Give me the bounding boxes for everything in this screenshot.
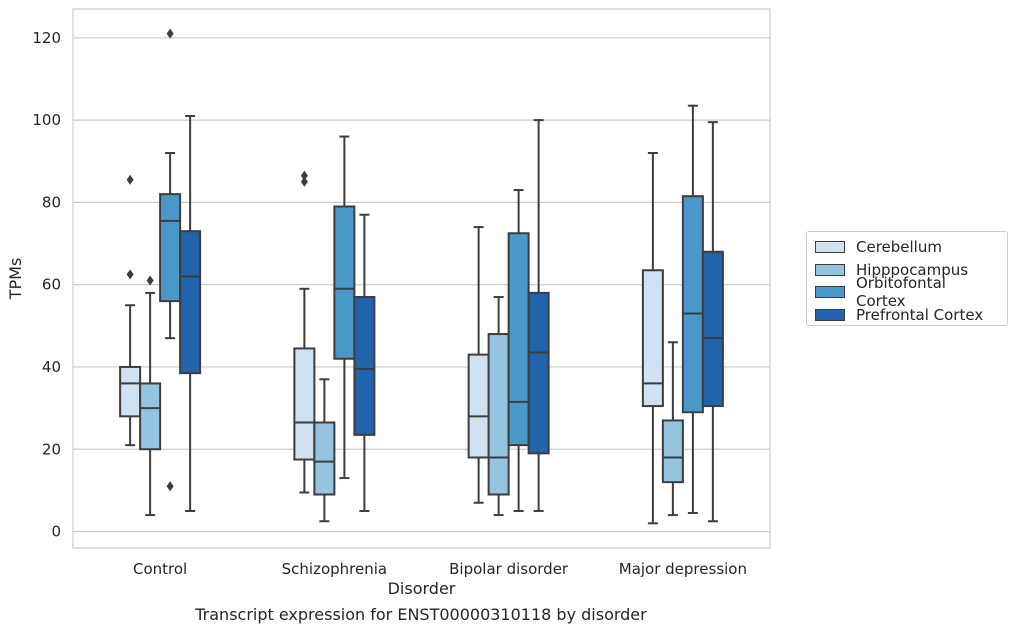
x-tick-label: Major depression <box>619 560 747 578</box>
y-tick-label: 0 <box>51 523 61 541</box>
outlier-point <box>126 174 134 185</box>
x-axis-label: Disorder <box>388 579 456 598</box>
iqr-box <box>661 419 684 484</box>
iqr-box <box>487 333 510 496</box>
legend-swatch <box>815 286 845 299</box>
legend-item-cerebellum: Cerebellum <box>815 236 999 259</box>
box-2-2 <box>507 189 530 512</box>
iqr-box <box>527 291 550 455</box>
x-tick-label: Control <box>133 560 187 578</box>
x-tick-label: Bipolar disorder <box>449 560 569 578</box>
box-3-3 <box>701 121 724 523</box>
outlier-point <box>300 170 308 181</box>
box-1-0 <box>293 170 316 494</box>
axis-ticks: 0 20 40 60 80 100 120 Control Schizophrenia Bipol… <box>32 29 747 578</box>
plot-frame <box>72 8 771 549</box>
y-tick-label: 100 <box>32 111 61 129</box>
box-0-1 <box>139 275 162 517</box>
legend-label: Hipppocampus <box>856 260 969 279</box>
iqr-box <box>641 269 664 408</box>
box-1-2 <box>333 135 356 480</box>
legend-swatch <box>815 241 845 254</box>
outlier-point <box>300 176 308 187</box>
box-series <box>119 28 724 525</box>
iqr-box <box>159 193 182 303</box>
box-0-2 <box>159 28 182 492</box>
box-3-2 <box>681 104 704 515</box>
iqr-box <box>353 296 376 436</box>
y-tick-label: 60 <box>42 276 61 294</box>
legend-swatch <box>815 308 845 321</box>
legend-label: Cerebellum <box>856 238 942 257</box>
iqr-box <box>293 347 316 461</box>
iqr-box <box>507 232 530 447</box>
iqr-box <box>467 353 490 459</box>
box-2-1 <box>487 296 510 517</box>
y-tick-label: 40 <box>42 358 61 376</box>
y-tick-label: 80 <box>42 193 61 211</box>
figure-caption: Transcript expression for ENST0000031011… <box>195 605 647 624</box>
y-tick-label: 20 <box>42 440 61 458</box>
legend-label: Orbitofontal Cortex <box>856 274 946 311</box>
outlier-point <box>126 269 134 280</box>
legend-swatch <box>815 263 845 276</box>
y-axis-label: TPMs <box>6 258 25 301</box>
legend-label: Prefrontal Cortex <box>856 305 984 324</box>
box-0-3 <box>179 114 202 512</box>
box-2-3 <box>527 119 550 512</box>
iqr-box <box>701 250 724 408</box>
outlier-point <box>146 275 154 286</box>
iqr-box <box>119 365 142 418</box>
iqr-box <box>179 230 202 375</box>
iqr-box <box>333 205 356 360</box>
box-0-0 <box>119 174 142 447</box>
outlier-point <box>166 481 174 492</box>
legend-item-prefrontal-cortex: Prefrontal Cortex <box>815 304 999 327</box>
outlier-point <box>166 28 174 39</box>
y-tick-label: 120 <box>32 29 61 47</box>
iqr-box <box>139 382 162 451</box>
box-2-0 <box>467 226 490 504</box>
box-3-0 <box>641 152 664 525</box>
box-3-1 <box>661 341 684 517</box>
iqr-box <box>681 195 704 414</box>
x-tick-label: Schizophrenia <box>282 560 387 578</box>
legend-item-orbitofrontal-cortex: Orbitofontal Cortex <box>815 274 999 310</box>
box-1-1 <box>313 378 336 523</box>
iqr-box <box>313 421 336 496</box>
legend: Cerebellum Hipppocampus Orbitofontal Cor… <box>806 231 1008 326</box>
box-1-3 <box>353 213 376 512</box>
legend-item-hippocampus: Hipppocampus <box>815 259 999 282</box>
